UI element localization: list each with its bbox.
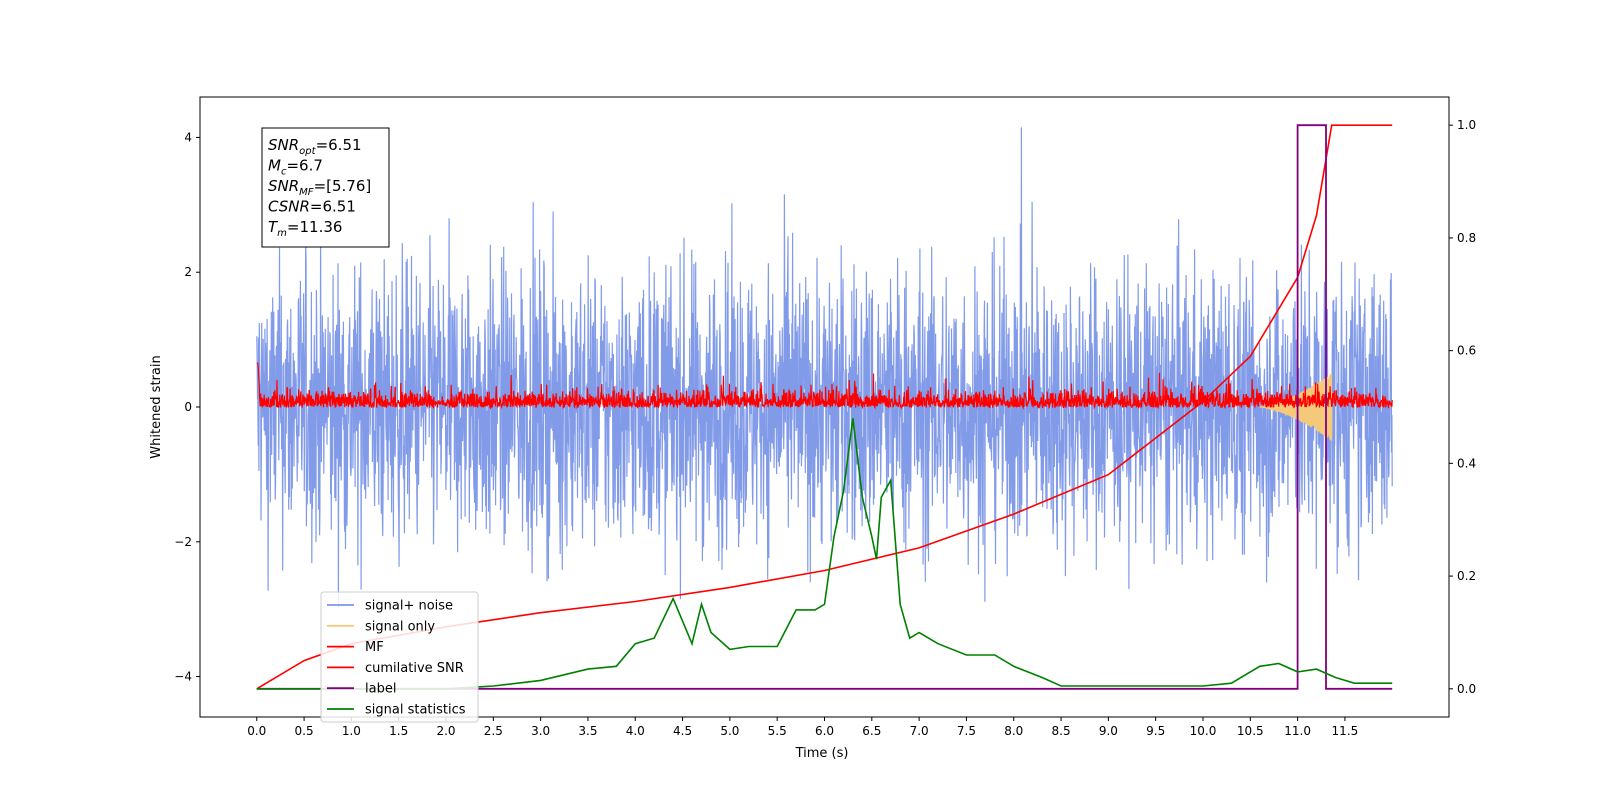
x-tick-label: 6.5	[862, 724, 881, 738]
x-tick-label: 2.5	[484, 724, 503, 738]
legend: signal+ noise signal only MF cumilative SNR…	[320, 591, 479, 723]
legend-label: signal statistics	[365, 703, 466, 718]
x-tick-label: 0.5	[295, 724, 314, 738]
x-tick-label: 10.0	[1190, 724, 1217, 738]
y-right-tick-label: 1.0	[1457, 118, 1476, 132]
y-left-tick-label: 0	[184, 400, 192, 414]
x-tick-label: 7.0	[910, 724, 929, 738]
legend-label: MF	[365, 640, 384, 655]
legend-label: label	[365, 682, 396, 697]
y-axis-label: Whitened strain	[149, 355, 164, 458]
y-right-tick-label: 0.6	[1457, 344, 1476, 358]
x-tick-label: 11.5	[1332, 724, 1359, 738]
annotation-line: Tm=11.36	[268, 218, 342, 239]
x-tick-label: 5.5	[768, 724, 787, 738]
x-tick-label: 10.5	[1237, 724, 1264, 738]
y-left-tick-label: 4	[184, 130, 192, 144]
x-tick-label: 1.5	[389, 724, 408, 738]
x-tick-label: 2.0	[436, 724, 455, 738]
y-left-tick-label: 2	[184, 265, 192, 279]
series-mf-line	[256, 362, 1393, 410]
series-label-line	[256, 124, 1393, 690]
y-left-tick-label: −4	[174, 670, 192, 684]
x-tick-label: 7.5	[957, 724, 976, 738]
annotation-line: SNRopt=6.51	[268, 136, 362, 157]
x-tick-label: 8.5	[1052, 724, 1071, 738]
x-tick-label: 4.0	[626, 724, 645, 738]
y-right-tick-label: 0.4	[1457, 456, 1476, 470]
x-tick-label: 11.0	[1284, 724, 1311, 738]
x-tick-label: 4.5	[673, 724, 692, 738]
y-left-tick-label: −2	[174, 535, 192, 549]
axes-layer: 0.0 0.5 1.0 1.5 2.0 2.5 3.0 3.5 4.0 4.5 5.0 5.5 6.0 6…	[174, 118, 1476, 738]
x-axis-label: Time (s)	[795, 746, 849, 761]
annotation-line: CSNR=6.51	[268, 198, 356, 216]
x-tick-label: 3.5	[578, 724, 597, 738]
y-right-tick-label: 0.2	[1457, 569, 1476, 583]
x-tick-label: 6.0	[815, 724, 834, 738]
x-tick-label: 5.0	[720, 724, 739, 738]
x-tick-label: 1.0	[342, 724, 361, 738]
legend-frame	[320, 591, 479, 723]
legend-label: cumilative SNR	[365, 661, 464, 676]
legend-label: signal+ noise	[365, 599, 453, 614]
series-signal-only-line	[1259, 373, 1333, 441]
x-tick-label: 3.0	[531, 724, 550, 738]
y-right-tick-label: 0.8	[1457, 231, 1476, 245]
series-signal-statistics-line	[256, 418, 1393, 690]
x-tick-label: 0.0	[247, 724, 266, 738]
y-right-tick-label: 0.0	[1457, 682, 1476, 696]
x-tick-label: 8.0	[1004, 724, 1023, 738]
annotation-frame	[261, 127, 390, 248]
x-tick-label: 9.0	[1099, 724, 1118, 738]
annotation-line: SNRMF=[5.76]	[268, 177, 371, 198]
annotation-line: Mc=6.7	[268, 157, 323, 178]
x-tick-label: 9.5	[1146, 724, 1165, 738]
legend-label: signal only	[365, 619, 435, 634]
